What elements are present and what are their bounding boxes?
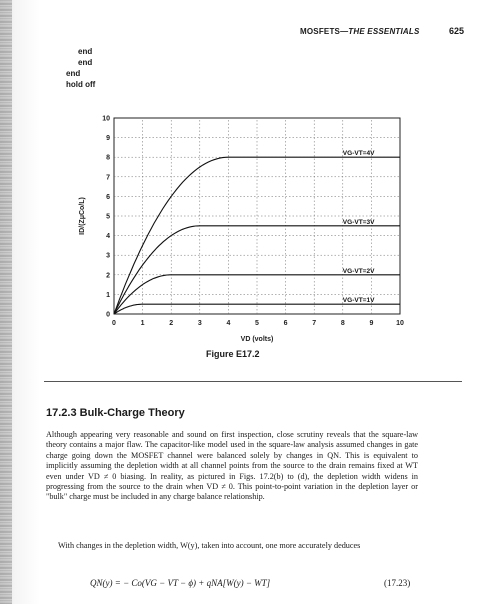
page-edge	[0, 0, 12, 604]
x-tick-label: 1	[141, 320, 145, 327]
equation: QN(y) = − Co(VG − VT − ϕ) + qNA[W(y) − W…	[90, 578, 271, 588]
y-axis-label: ID/(ZμCo/L)	[79, 197, 86, 235]
x-tick-label: 9	[369, 320, 373, 327]
series-line	[113, 303, 400, 315]
code-line: end	[78, 47, 93, 56]
y-tick-label: 8	[106, 155, 110, 162]
y-tick-label: 0	[106, 312, 110, 319]
x-tick-label: 2	[169, 320, 173, 327]
y-tick-label: 10	[102, 116, 110, 123]
body-paragraph: With changes in the depletion width, W(y…	[58, 541, 361, 550]
section-title: 17.2.3 Bulk-Charge Theory	[46, 407, 185, 419]
y-tick-label: 3	[106, 253, 110, 260]
y-tick-label: 7	[106, 174, 110, 181]
x-tick-label: 10	[396, 320, 404, 327]
x-tick-label: 0	[112, 320, 116, 327]
code-line: hold off	[66, 80, 96, 89]
running-head: MOSFETS—THE ESSENTIALS	[300, 27, 420, 36]
series-label: VG-VT=4V	[343, 150, 375, 157]
y-tick-label: 5	[106, 214, 110, 221]
running-head-prefix: MOSFETS—	[300, 27, 349, 36]
series-label: VG-VT=2V	[343, 268, 375, 275]
characteristics-chart: 0 1 2 3 4 5 6 7 8 9 10 0 1 2 3 4 5 6 7 8 9 10 VD (volts) ID/(Zμ…	[79, 116, 404, 344]
page-number: 625	[449, 26, 465, 36]
x-tick-label: 8	[341, 320, 345, 327]
code-line: end	[66, 69, 81, 78]
x-tick-label: 4	[226, 320, 230, 327]
x-tick-label: 7	[312, 320, 316, 327]
running-head-title: THE ESSENTIALS	[348, 27, 420, 36]
y-tick-label: 1	[106, 292, 110, 299]
series-line	[113, 156, 400, 315]
series-line	[113, 274, 400, 315]
figure-caption: Figure E17.2	[206, 349, 260, 359]
x-tick-label: 3	[198, 320, 202, 327]
y-tick-label: 2	[106, 272, 110, 279]
body-paragraph: Although appearing very reasonable and s…	[46, 430, 418, 502]
equation-number: (17.23)	[384, 578, 411, 588]
series-line	[113, 225, 400, 315]
code-listing: end end end hold off	[66, 46, 95, 90]
x-tick-label: 5	[255, 320, 259, 327]
x-axis-label: VD (volts)	[241, 336, 274, 343]
y-tick-label: 6	[106, 194, 110, 201]
series-label: VG-VT=3V	[343, 219, 375, 226]
y-tick-label: 4	[106, 233, 110, 240]
y-tick-label: 9	[106, 135, 110, 142]
section-divider	[44, 381, 462, 382]
code-line: end	[78, 58, 93, 67]
x-tick-label: 6	[284, 320, 288, 327]
series-label: VG-VT=1V	[343, 297, 375, 304]
